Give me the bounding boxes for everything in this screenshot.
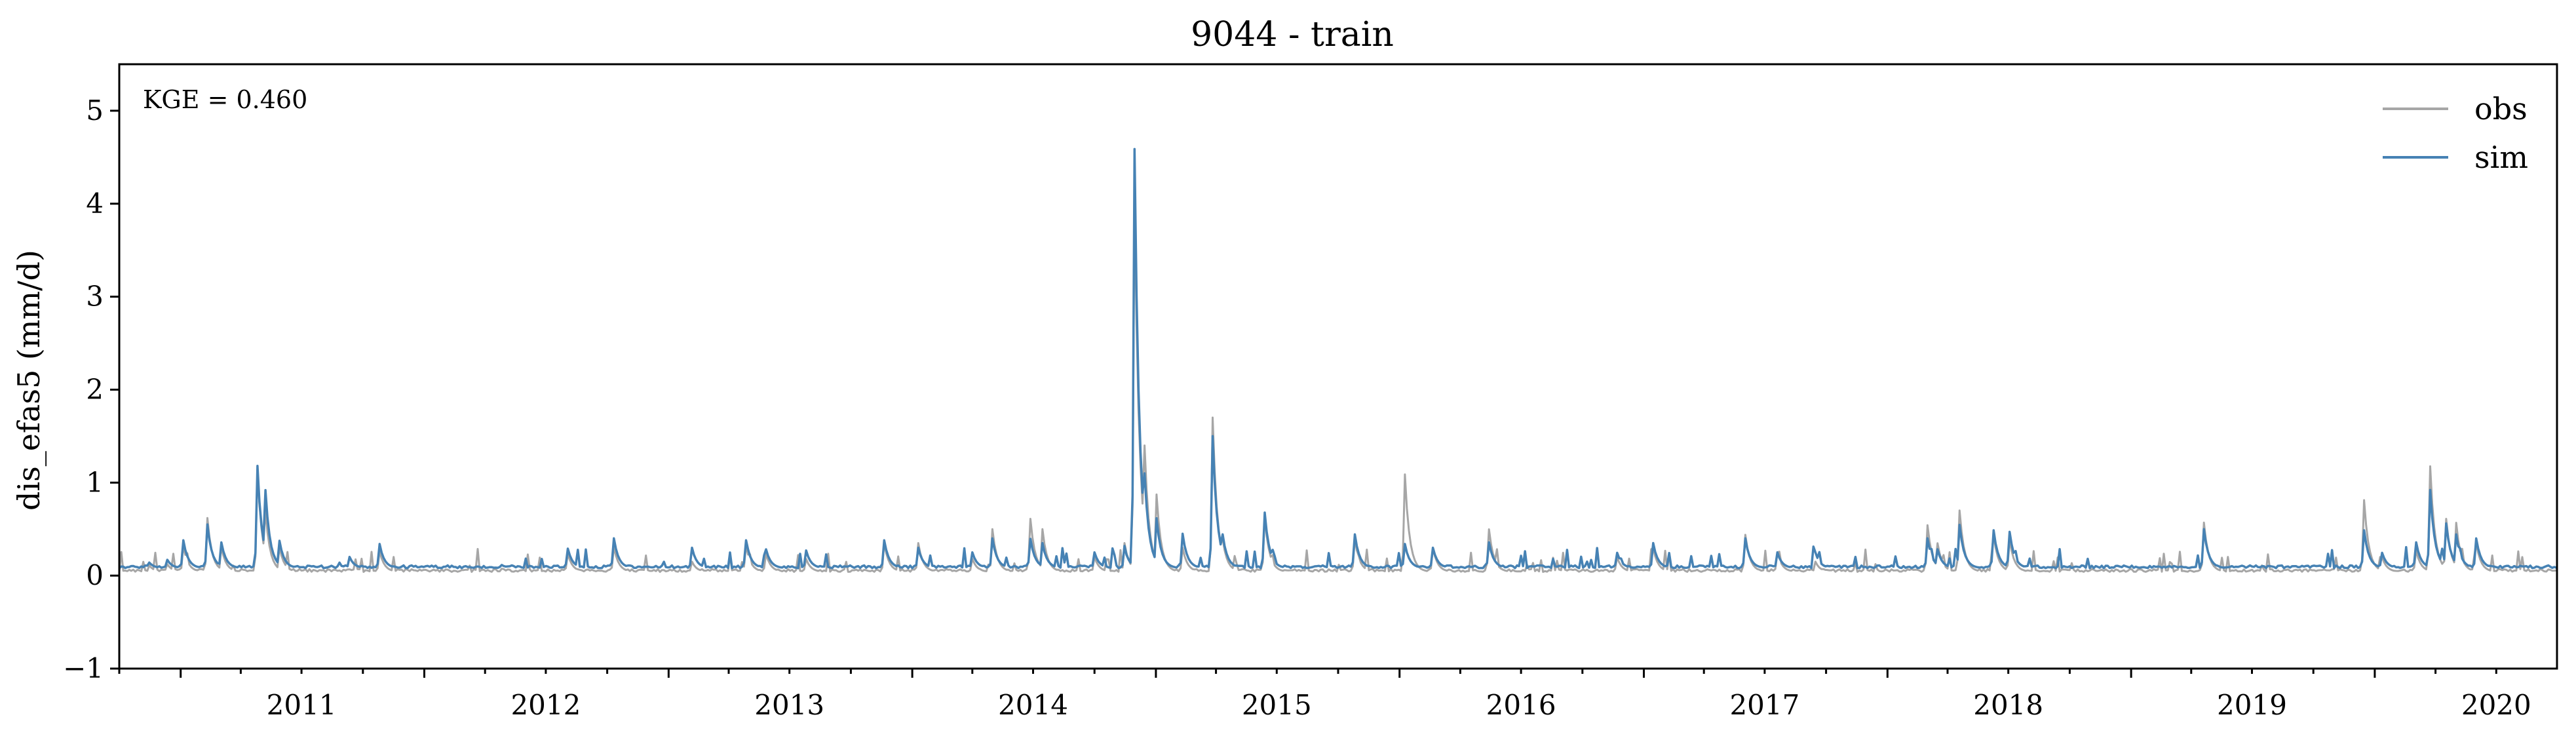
x-tick-label: 2015 [1242,689,1312,721]
x-tick-label: 2020 [2461,689,2531,721]
y-tick-label: 1 [86,466,104,498]
y-tick-label: 3 [86,281,104,313]
kge-annotation: KGE = 0.460 [143,85,307,114]
x-tick-label: 2013 [754,689,824,721]
x-tick-label: 2014 [998,689,1068,721]
series-line-obs [118,191,2557,573]
chart-title: 9044 - train [1191,15,1394,54]
y-axis-label: dis_efas5 (mm/d) [11,250,47,511]
y-tick-label: 0 [86,559,104,591]
series-layer [118,147,2557,573]
x-tick-label: 2018 [1973,689,2043,721]
x-ticks: 2011 2012 2013 2014 2015 2016 2017 2018 2019 2020 [118,669,2531,721]
legend-sim-label: sim [2474,140,2528,175]
y-tick-label: 2 [86,373,104,405]
plot-frame [118,63,2558,670]
x-tick-label: 2011 [267,689,337,721]
x-tick-label: 2012 [510,689,581,721]
x-tick-label: 2016 [1486,689,1556,721]
x-tick-label: 2017 [1729,689,1799,721]
y-tick-label: 4 [86,187,104,220]
y-tick-label: 5 [86,94,104,127]
series-line-sim [118,147,2557,570]
legend: obs sim [2383,91,2528,175]
x-tick-label: 2019 [2217,689,2287,721]
legend-obs-label: obs [2474,91,2528,127]
y-tick-label: −1 [63,652,104,684]
y-ticks: −1 0 1 2 3 4 5 [63,94,119,684]
